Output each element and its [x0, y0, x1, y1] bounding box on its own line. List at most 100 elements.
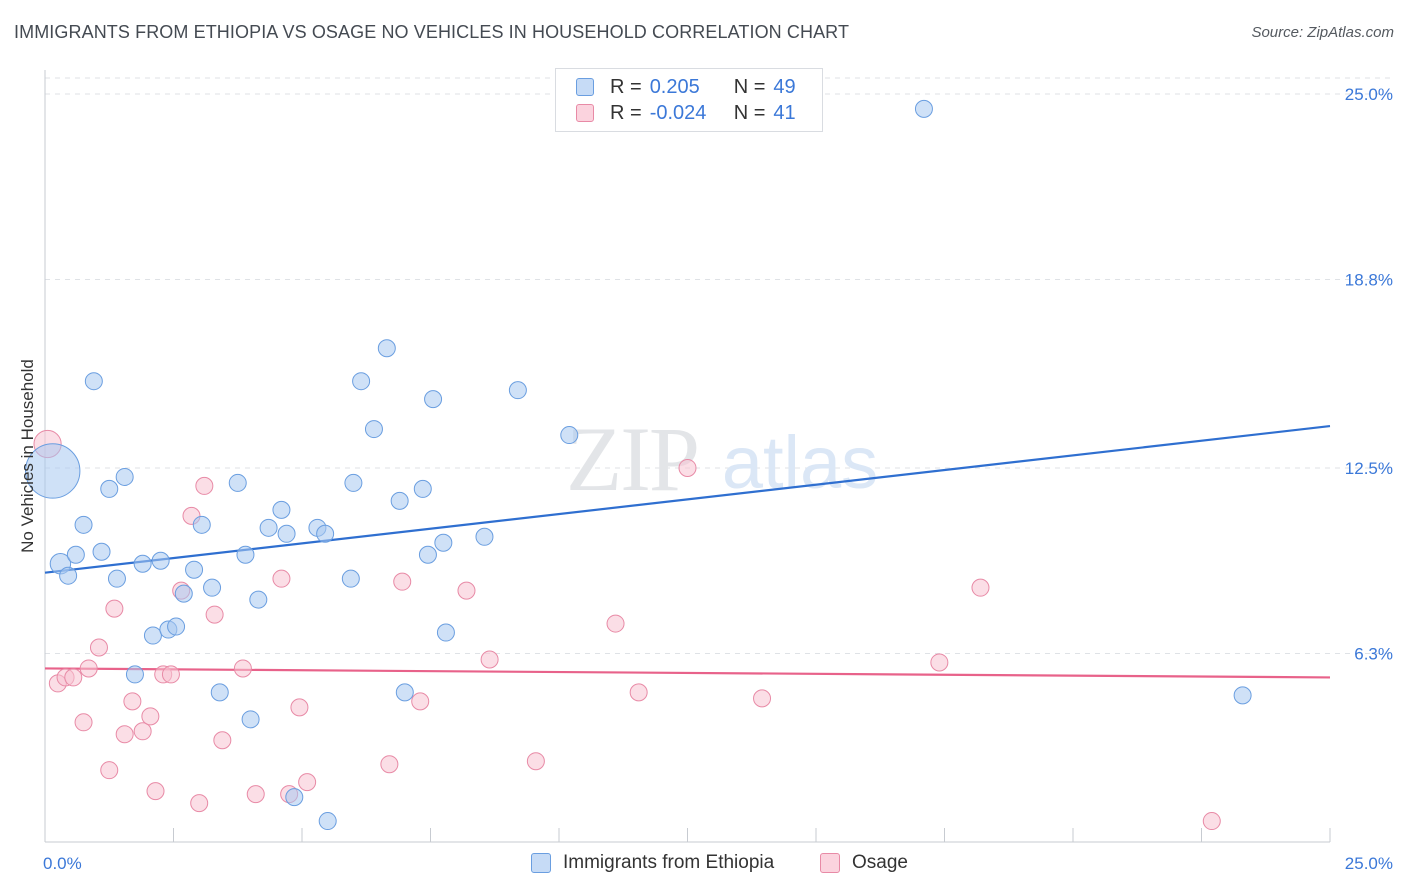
osage-point	[411, 692, 430, 711]
ethiopia-point	[413, 479, 432, 498]
ethiopia-point	[84, 372, 103, 391]
osage-point	[195, 476, 214, 495]
osage-point	[146, 782, 165, 801]
osage-point	[141, 707, 160, 726]
n-label: N =	[733, 101, 766, 124]
ethiopia-point	[352, 372, 371, 391]
ethiopia-point	[249, 590, 268, 609]
ethiopia-point	[418, 545, 437, 564]
osage-point	[971, 578, 990, 597]
ethiopia-point	[377, 339, 396, 358]
ethiopia-trend-line	[44, 424, 1331, 574]
osage-point	[79, 659, 98, 678]
n-value: 41	[773, 101, 796, 124]
y-tick-label: 6.3%	[1354, 644, 1393, 663]
osage-point	[290, 698, 309, 717]
ethiopia-swatch	[576, 78, 594, 96]
ethiopia-point	[133, 554, 152, 573]
ethiopia-point	[434, 533, 453, 552]
osage-swatch	[576, 104, 594, 122]
ethiopia-point	[66, 545, 85, 564]
data-points	[25, 99, 1252, 831]
osage-point	[298, 773, 317, 792]
osage-point	[930, 653, 949, 672]
stats-row-ethiopia: R = 0.205 N = 49	[576, 74, 796, 100]
osage-trend-line	[44, 667, 1331, 679]
osage-point	[380, 755, 399, 774]
osage-point	[190, 794, 209, 813]
y-axis-label: No Vehicles in Household	[18, 359, 37, 553]
ethiopia-point	[272, 500, 291, 519]
ethiopia-point	[508, 381, 527, 400]
osage-point	[100, 761, 119, 780]
n-label: N =	[733, 75, 766, 98]
osage-point	[753, 689, 772, 708]
ethiopia-legend-swatch	[531, 853, 551, 873]
r-label: R =	[610, 75, 642, 98]
y-tick-label: 25.0%	[1345, 85, 1393, 104]
osage-point	[526, 752, 545, 771]
ethiopia-point	[344, 473, 363, 492]
ethiopia-point	[210, 683, 229, 702]
ethiopia-point	[285, 788, 304, 807]
ethiopia-point	[115, 467, 134, 486]
grid-lines	[45, 77, 1395, 654]
ethiopia-point	[395, 683, 414, 702]
y-tick-label: 12.5%	[1345, 459, 1393, 478]
ethiopia-point	[125, 665, 144, 684]
osage-point	[246, 785, 265, 804]
ethiopia-point	[143, 626, 162, 645]
series-legend: Immigrants from Ethiopia Osage	[0, 852, 1406, 878]
osage-point	[205, 605, 224, 624]
ethiopia-point	[914, 99, 933, 118]
ethiopia-point	[100, 479, 119, 498]
osage-point	[393, 572, 412, 591]
osage-point	[233, 659, 252, 678]
ethiopia-point	[241, 710, 260, 729]
osage-legend-swatch	[820, 853, 840, 873]
tick-labels: 6.3% 12.5% 18.8% 25.0% 0.0% 25.0%	[43, 85, 1393, 873]
osage-point	[64, 668, 83, 687]
source-label: Source: ZipAtlas.com	[1251, 24, 1394, 41]
r-value: 0.205	[649, 75, 700, 98]
legend-item-ethiopia[interactable]: Immigrants from Ethiopia	[531, 852, 774, 874]
osage-point	[89, 638, 108, 657]
osage-point	[105, 599, 124, 618]
osage-point	[213, 731, 232, 750]
ethiopia-point	[390, 491, 409, 510]
osage-point	[678, 458, 697, 477]
legend-label-osage: Osage	[852, 852, 908, 873]
watermark-atlas: atlas	[722, 421, 878, 504]
x-tick-label: 0.0%	[43, 854, 82, 873]
ethiopia-point	[185, 560, 204, 579]
ethiopia-point	[25, 443, 81, 499]
watermark: ZIP atlas	[566, 408, 878, 510]
stats-row-osage: R = -0.024 N = 41	[576, 100, 796, 126]
ethiopia-point	[1233, 686, 1252, 705]
ethiopia-point	[436, 623, 455, 642]
ethiopia-point	[364, 420, 383, 439]
osage-point	[161, 665, 180, 684]
ethiopia-point	[151, 551, 170, 570]
ethiopia-point	[259, 518, 278, 537]
ethiopia-point	[92, 542, 111, 561]
ethiopia-point	[74, 515, 93, 534]
trend-lines	[44, 424, 1331, 679]
osage-point	[115, 725, 134, 744]
osage-point	[133, 722, 152, 741]
ethiopia-point	[424, 390, 443, 409]
chart-title: IMMIGRANTS FROM ETHIOPIA VS OSAGE NO VEH…	[14, 22, 850, 42]
osage-point	[272, 569, 291, 588]
legend-item-osage[interactable]: Osage	[820, 852, 908, 874]
osage-point	[480, 650, 499, 669]
ethiopia-point	[560, 426, 579, 445]
watermark-zip: ZIP	[566, 408, 698, 510]
ethiopia-point	[277, 524, 296, 543]
ethiopia-point	[107, 569, 126, 588]
osage-point	[123, 692, 142, 711]
r-value: -0.024	[649, 101, 707, 124]
ethiopia-point	[236, 545, 255, 564]
osage-point	[74, 713, 93, 732]
osage-point	[629, 683, 648, 702]
stats-legend: R = 0.205 N = 49 R = -0.024 N = 41	[555, 68, 823, 132]
